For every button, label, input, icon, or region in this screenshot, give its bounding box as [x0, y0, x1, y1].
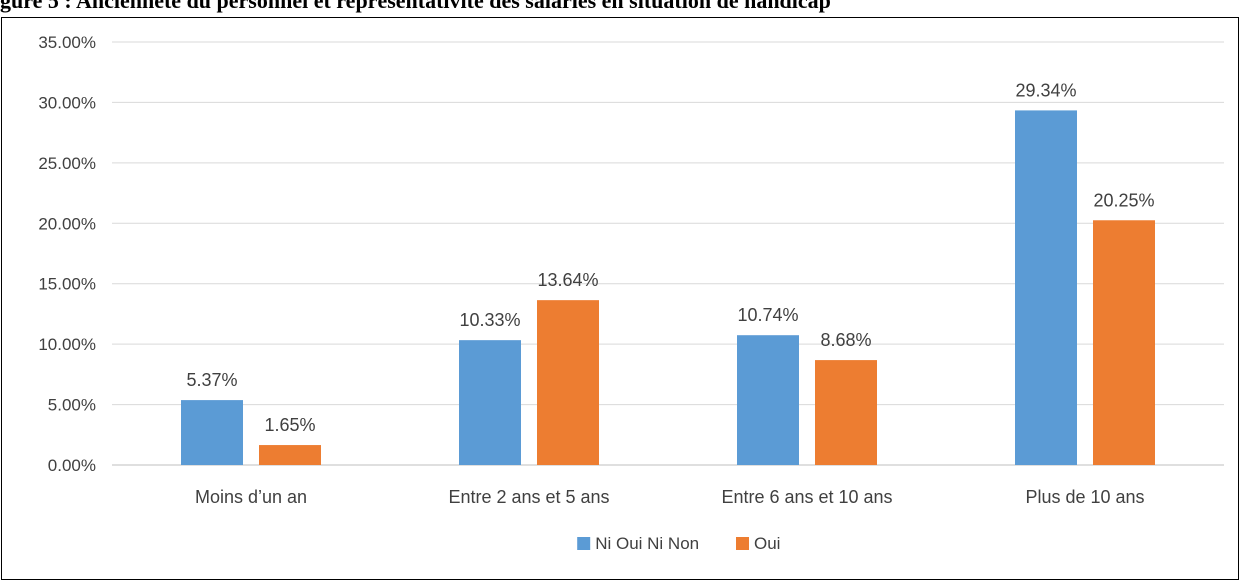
- y-tick-label: 10.00%: [38, 335, 96, 354]
- bar-chart: 0.00% 5.00% 10.00% 15.00% 20.00% 25.00% 30.00%…: [38, 33, 1224, 553]
- data-label: 29.34%: [1015, 80, 1076, 100]
- data-label: 5.37%: [186, 370, 237, 390]
- data-label: 20.25%: [1093, 190, 1154, 210]
- data-label: 1.65%: [264, 415, 315, 435]
- figure-caption: gure 5 : Ancienneté du personnel et repr…: [0, 0, 831, 13]
- figure-caption-strip: gure 5 : Ancienneté du personnel et repr…: [0, 0, 1242, 18]
- legend-swatch: [736, 537, 749, 550]
- x-tick-label: Entre 6 ans et 10 ans: [721, 487, 892, 507]
- x-tick-label: Plus de 10 ans: [1025, 487, 1144, 507]
- chart-frame: 0.00% 5.00% 10.00% 15.00% 20.00% 25.00% 30.00%…: [1, 17, 1239, 580]
- y-tick-label: 20.00%: [38, 214, 96, 233]
- y-tick-label: 35.00%: [38, 33, 96, 52]
- y-tick-label: 15.00%: [38, 275, 96, 294]
- y-tick-label: 30.00%: [38, 93, 96, 112]
- y-tick-label: 0.00%: [48, 456, 96, 475]
- x-tick-label: Moins d’un an: [195, 487, 307, 507]
- y-tick-label: 5.00%: [48, 396, 96, 415]
- y-tick-label: 25.00%: [38, 154, 96, 173]
- bar: [259, 445, 321, 465]
- legend-label: Oui: [754, 534, 780, 553]
- data-label: 8.68%: [820, 330, 871, 350]
- bars: [181, 110, 1155, 465]
- bar: [459, 340, 521, 465]
- data-label: 10.33%: [459, 310, 520, 330]
- bar: [737, 335, 799, 465]
- legend-label: Ni Oui Ni Non: [595, 534, 699, 553]
- legend: Ni Oui Ni Non Oui: [577, 534, 780, 553]
- bar: [181, 400, 243, 465]
- bar: [1093, 220, 1155, 465]
- gridlines: [112, 41, 1224, 466]
- bar: [1015, 110, 1077, 465]
- data-label: 13.64%: [537, 270, 598, 290]
- data-labels: 5.37% 1.65% 10.33% 13.64% 10.74% 8.68% 29.34% 2…: [186, 80, 1154, 435]
- x-axis-category-labels: Moins d’un an Entre 2 ans et 5 ans Entre 6…: [195, 487, 1145, 507]
- x-tick-label: Entre 2 ans et 5 ans: [448, 487, 609, 507]
- bar: [537, 300, 599, 465]
- legend-swatch: [577, 537, 591, 550]
- bar: [815, 360, 877, 465]
- data-label: 10.74%: [737, 305, 798, 325]
- y-axis-tick-labels: 0.00% 5.00% 10.00% 15.00% 20.00% 25.00% 30.00%…: [38, 33, 96, 475]
